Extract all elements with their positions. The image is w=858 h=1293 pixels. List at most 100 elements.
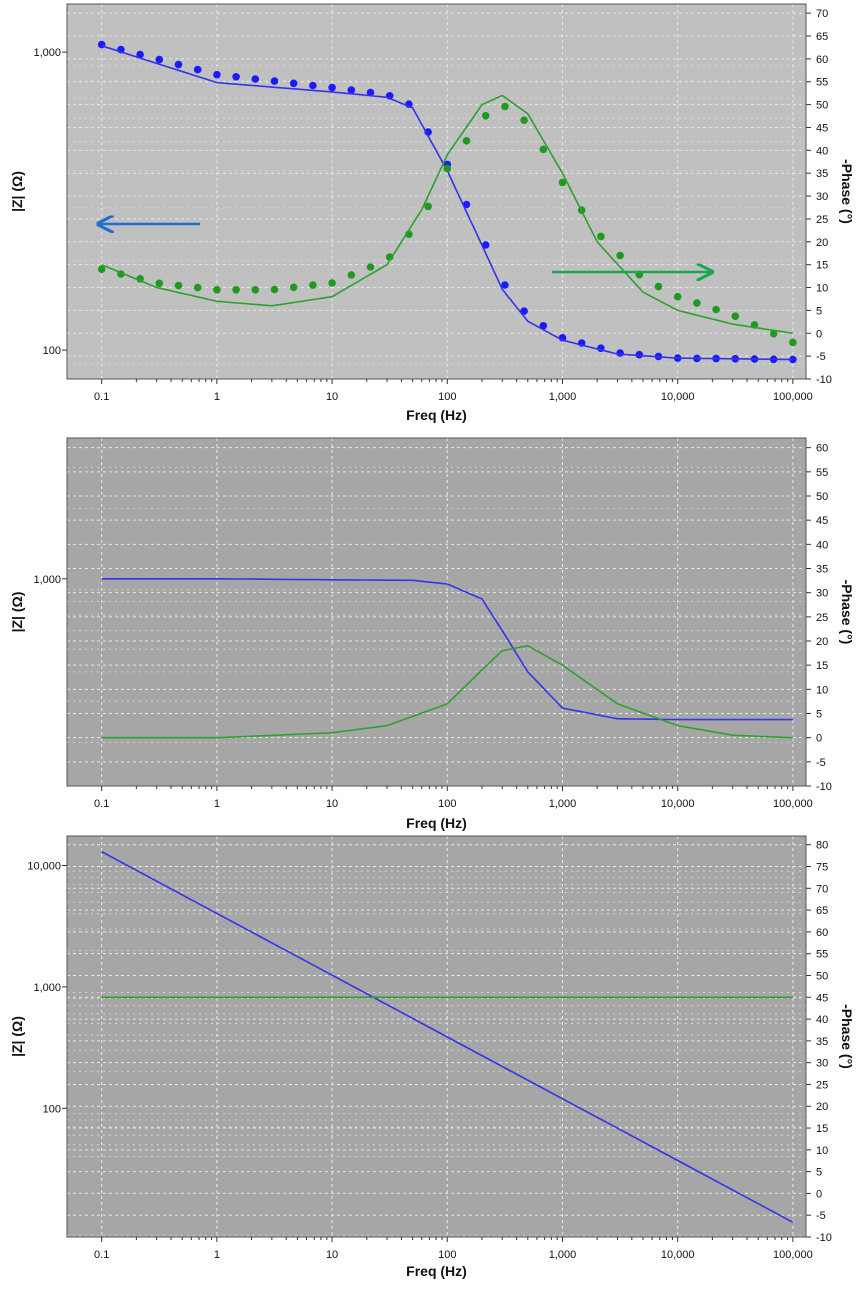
x-tick-label: 0.1 [94, 1249, 109, 1261]
y2-axis-title: -Phase (°) [839, 1004, 855, 1069]
y2-tick-label: 40 [816, 539, 828, 551]
magnitude-data-point [501, 281, 509, 289]
x-axis-title: Freq (Hz) [406, 1263, 467, 1279]
magnitude-data-point [481, 241, 490, 249]
magnitude-data-point [232, 73, 240, 81]
magnitude-data-point [328, 83, 336, 92]
y2-tick-label: 5 [816, 1167, 822, 1179]
y2-tick-label: -10 [816, 781, 832, 793]
series-group [97, 40, 797, 364]
y-axis-title: |Z| (Ω) [9, 1016, 25, 1057]
y2-tick-label: 60 [816, 443, 828, 455]
y2-tick-label: 10 [816, 684, 828, 696]
y-tick-label: 1,000 [33, 982, 61, 994]
y2-tick-label: 55 [816, 467, 828, 479]
phase-data-point [693, 299, 701, 307]
magnitude-data-point [155, 55, 164, 64]
y2-tick-label: 15 [816, 1123, 828, 1135]
bode-panel-2: 0.1 1 10 100 1,000 10,000 100,000 1,000 -10 -5 0 5 1… [9, 437, 855, 831]
phase-data-point [213, 286, 221, 294]
y2-tick-label: 40 [816, 1014, 828, 1026]
plot-area [67, 438, 806, 786]
phase-data-point [424, 202, 432, 211]
phase-data-point [366, 263, 375, 271]
y2-tick-label: 35 [816, 168, 828, 180]
plot-area [67, 4, 806, 379]
magnitude-fit-line [101, 850, 794, 1224]
y2-tick-label: 70 [816, 8, 828, 20]
y-axis-title: |Z| (Ω) [9, 171, 25, 212]
phase-data-point [270, 285, 279, 294]
x-tick-label: 10,000 [661, 1249, 695, 1261]
phase-data-point [481, 112, 490, 120]
magnitude-data-point [309, 81, 317, 90]
x-tick-label: 1 [214, 798, 220, 810]
y2-tick-label: -10 [816, 374, 832, 386]
y2-axis-title: -Phase (°) [839, 159, 855, 224]
x-tick-label: 100 [438, 798, 456, 810]
y2-tick-label: 50 [816, 970, 828, 982]
y2-tick-label: 30 [816, 588, 828, 600]
bode-panel-3: 0.1 1 10 100 1,000 10,000 100,0001001,00010,00… [9, 835, 855, 1279]
magnitude-data-point [136, 50, 144, 59]
x-tick-label: 1 [214, 1249, 220, 1261]
x-tick-label: 1 [214, 391, 220, 403]
y2-tick-label: 20 [816, 1101, 828, 1113]
x-tick-label: 10,000 [661, 798, 695, 810]
phase-data-point [558, 178, 567, 187]
x-tick-label: 10,000 [661, 391, 695, 403]
phase-fit-line [101, 94, 794, 335]
phase-data-point [616, 251, 624, 260]
phase-data-point [789, 338, 797, 347]
phase-data-point [501, 102, 509, 111]
phase-data-point [97, 265, 106, 274]
phase-fit-line [101, 644, 793, 739]
y2-tick-label: 50 [816, 491, 828, 503]
bode-panel-1: 0.1 1 10 100 1,000 10,000 100,0001001,000-10-5… [9, 3, 855, 423]
y2-tick-label: 25 [816, 612, 828, 624]
y2-tick-label: 0 [816, 328, 822, 340]
series-group [101, 850, 794, 1224]
magnitude-fit-line [101, 577, 793, 721]
phase-data-point [673, 292, 682, 301]
y2-tick-label: 45 [816, 122, 828, 134]
x-tick-label: 1,000 [549, 391, 577, 403]
x-axis-title: Freq (Hz) [406, 407, 467, 423]
phase-data-point [174, 281, 183, 290]
y-axis-title: |Z| (Ω) [9, 592, 25, 633]
x-tick-label: 10 [326, 1249, 338, 1261]
magnitude-data-point [635, 350, 644, 359]
plot-area [67, 836, 806, 1237]
y2-tick-label: 15 [816, 660, 828, 672]
phase-data-point [309, 281, 317, 289]
x-tick-label: 10 [326, 798, 338, 810]
y2-tick-label: -5 [816, 351, 826, 363]
magnitude-data-point [347, 86, 356, 94]
x-tick-label: 1,000 [549, 798, 577, 810]
y-tick-label: 10,000 [27, 861, 61, 873]
y2-tick-label: 30 [816, 191, 828, 203]
phase-data-point [462, 137, 471, 145]
y2-tick-label: 75 [816, 862, 828, 874]
magnitude-data-point [193, 65, 202, 74]
y2-tick-label: 35 [816, 564, 828, 576]
phase-data-point [155, 279, 164, 288]
y2-tick-label: 50 [816, 100, 828, 112]
magnitude-data-point [366, 88, 375, 97]
phase-data-point [712, 305, 720, 314]
phase-data-point [347, 271, 356, 279]
y-tick-label: 1,000 [33, 574, 61, 586]
phase-data-point [520, 116, 528, 124]
y2-tick-label: 30 [816, 1058, 828, 1070]
y2-tick-label: 65 [816, 31, 828, 43]
y2-tick-label: 65 [816, 905, 828, 917]
y2-tick-label: 25 [816, 1079, 828, 1091]
y-tick-label: 100 [43, 345, 61, 357]
x-axis-title: Freq (Hz) [406, 815, 467, 831]
y2-tick-label: 25 [816, 214, 828, 226]
y2-tick-label: 45 [816, 992, 828, 1004]
magnitude-data-point [213, 70, 221, 79]
y2-tick-label: 60 [816, 927, 828, 939]
